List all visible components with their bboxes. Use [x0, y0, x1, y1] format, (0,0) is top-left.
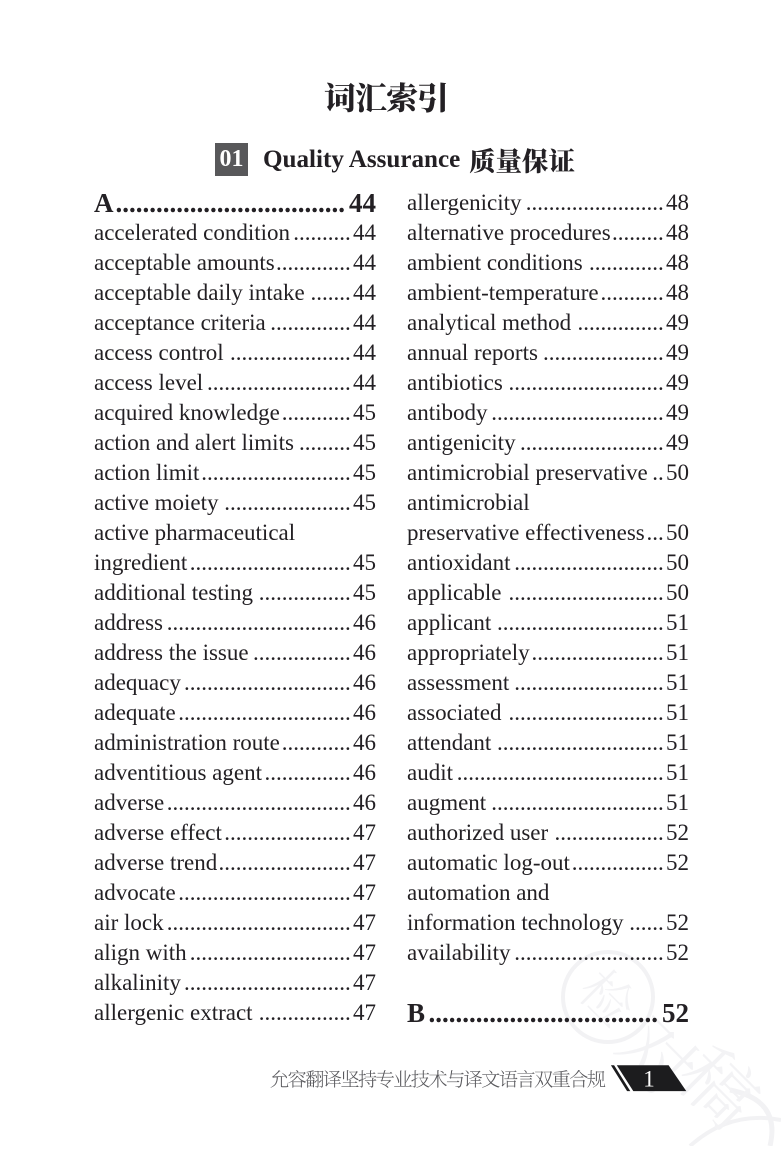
svg-text:1: 1	[643, 1067, 655, 1092]
